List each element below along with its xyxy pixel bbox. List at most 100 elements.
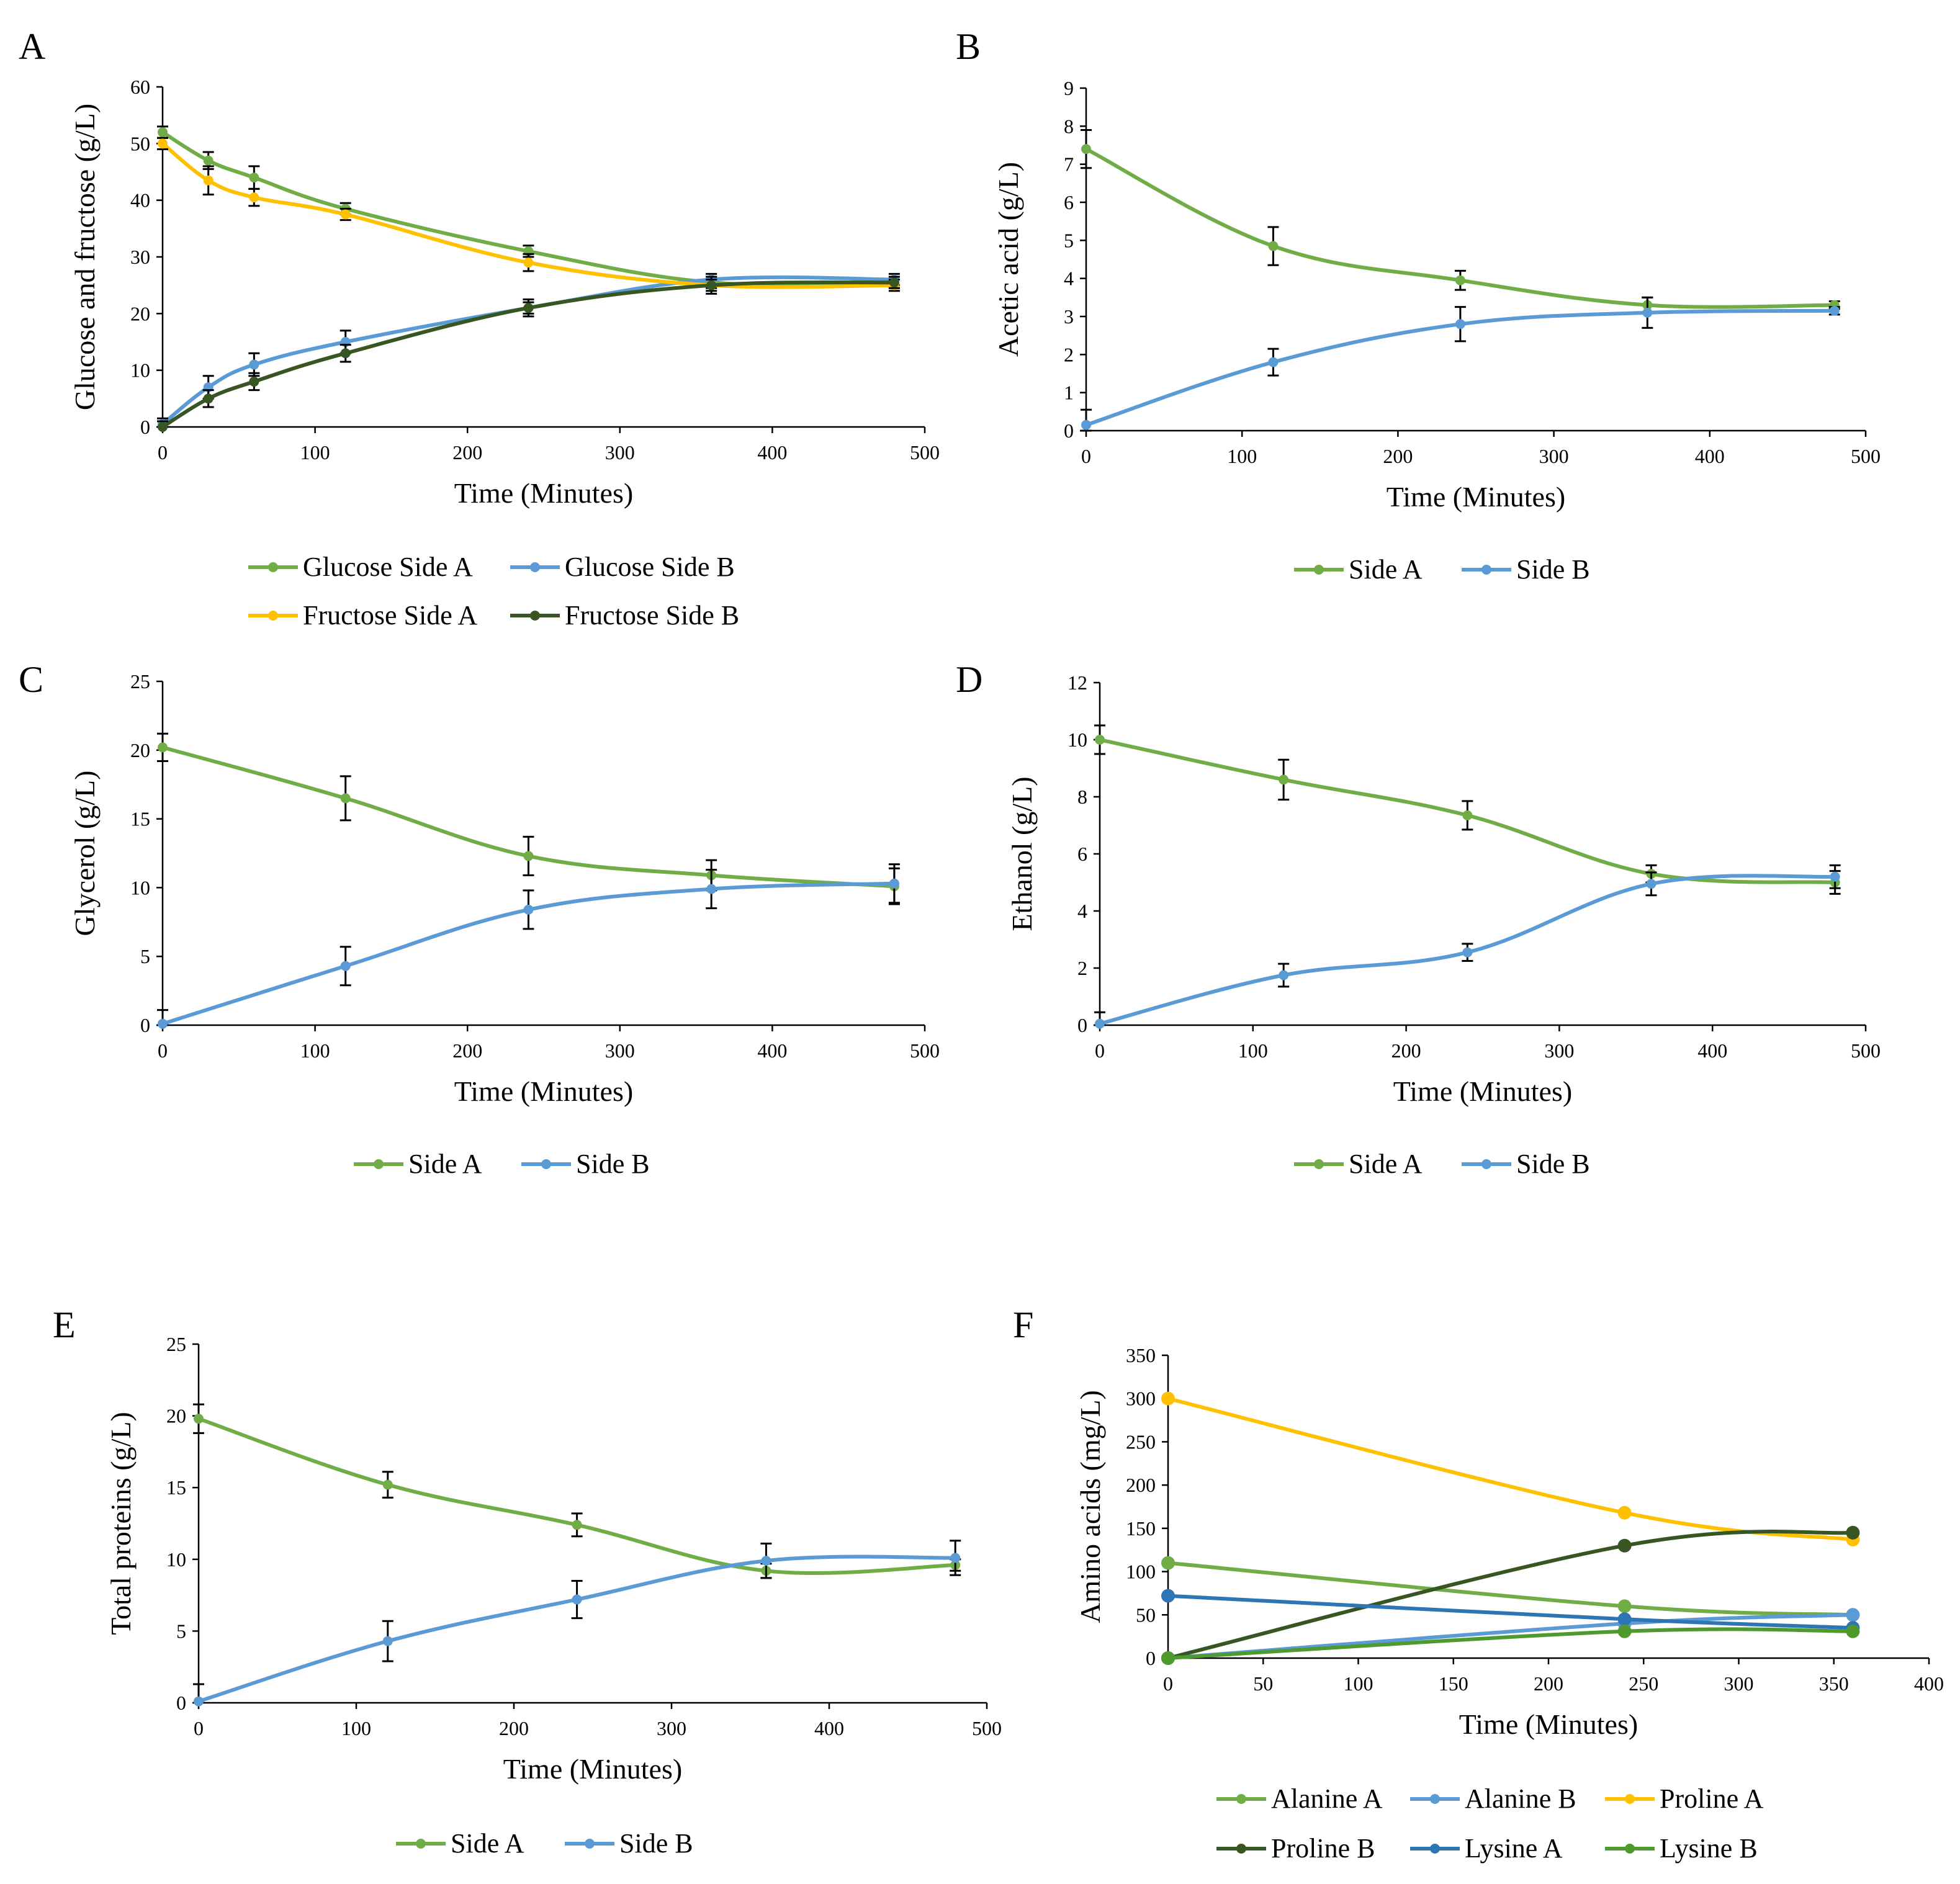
legend-label: Fructose Side B <box>565 600 739 630</box>
y-tick-label-f: 0 <box>1146 1647 1156 1669</box>
y-tick-label-a: 60 <box>130 76 150 98</box>
x-tick-label-c: 500 <box>910 1039 940 1062</box>
legend-label: Side B <box>576 1149 650 1179</box>
series-b-side-b <box>1081 296 1840 432</box>
data-point-f-lysine-b <box>1617 1624 1632 1638</box>
y-tick-label-c: 15 <box>130 808 150 830</box>
data-point-b-side-a <box>1081 144 1091 155</box>
legend-item-a-glucose-side-b: Glucose Side B <box>510 552 735 582</box>
legend-item-d-side-b: Side B <box>1462 1149 1590 1179</box>
data-point-a-fructose-side-b <box>249 376 259 387</box>
legend-item-d-side-a: Side A <box>1294 1149 1423 1179</box>
data-point-f-alanine-b <box>1846 1608 1860 1622</box>
data-point-b-side-b <box>1081 419 1091 430</box>
series-line-e-side-b <box>198 1554 956 1703</box>
legend-item-b-side-b: Side B <box>1462 554 1590 585</box>
chart-panel-a: A 0 10 20 30 40 50 60 0 100 200 300 400 500 Time (Minu… <box>19 26 940 630</box>
legend-item-f-proline-a: Proline A <box>1605 1783 1764 1814</box>
y-tick-label-f: 300 <box>1126 1388 1156 1410</box>
x-tick-label-f: 300 <box>1724 1672 1754 1695</box>
x-tick-label-a: 100 <box>300 441 330 464</box>
y-tick-label-c: 25 <box>130 670 150 693</box>
legend-swatch-marker <box>1481 1159 1491 1169</box>
y-tick-label-e: 20 <box>166 1405 186 1427</box>
legend-swatch-marker <box>1481 565 1491 575</box>
y-tick-label-d: 0 <box>1077 1014 1087 1036</box>
y-axis-title-d: Ethanol (g/L) <box>1006 776 1038 931</box>
y-tick-label-a: 40 <box>130 189 150 212</box>
y-tick-label-a: 0 <box>140 416 150 438</box>
legend-swatch-marker <box>1236 1794 1246 1804</box>
data-point-b-side-b <box>1268 357 1279 367</box>
data-point-d-side-a <box>1095 735 1105 745</box>
y-axis-title-f: Amino acids (mg/L) <box>1074 1390 1106 1623</box>
x-tick-label-b: 300 <box>1539 445 1569 467</box>
data-point-b-side-b <box>1829 305 1840 316</box>
y-tick-label-a: 20 <box>130 302 150 325</box>
data-point-a-glucose-side-a <box>203 155 214 166</box>
legend-c: Side A Side B <box>354 1149 650 1179</box>
data-point-d-side-a <box>1462 810 1473 820</box>
series-c-side-a <box>157 732 900 905</box>
data-point-f-alanine-a <box>1161 1556 1175 1570</box>
legend-swatch-marker <box>268 562 278 572</box>
legend-item-f-proline-b: Proline B <box>1216 1833 1375 1864</box>
legend-swatch-marker <box>268 611 278 621</box>
panel-label-d: D <box>956 659 982 700</box>
series-line-f-alanine-a <box>1167 1561 1853 1617</box>
y-tick-label-b: 0 <box>1064 419 1074 442</box>
legend-swatch-marker <box>1236 1844 1246 1854</box>
series-d-side-b <box>1094 864 1841 1029</box>
data-point-d-side-a <box>1279 774 1289 785</box>
legend-swatch-marker <box>1625 1844 1635 1854</box>
chart-panel-c: C 0 5 10 15 20 25 0 100 200 300 400 500 Time (Minutes… <box>19 659 940 1179</box>
y-tick-label-b: 5 <box>1064 229 1074 251</box>
data-point-c-side-b <box>706 884 717 894</box>
data-point-e-side-b <box>572 1594 582 1605</box>
x-tick-label-b: 200 <box>1383 445 1413 467</box>
series-d-side-a <box>1094 724 1841 895</box>
legend-swatch-marker <box>585 1839 595 1849</box>
x-tick-label-f: 0 <box>1163 1672 1173 1695</box>
data-point-c-side-b <box>340 961 351 971</box>
data-point-a-glucose-side-a <box>158 127 168 138</box>
series-line-f-lysine-a <box>1167 1594 1853 1630</box>
data-point-c-side-b <box>158 1018 168 1029</box>
legend-label: Side A <box>1349 554 1423 585</box>
y-tick-label-f: 200 <box>1126 1474 1156 1496</box>
legend-f: Alanine A Alanine B Proline A Proline B Lysi… <box>1216 1783 1764 1864</box>
legend-swatch-marker <box>1314 565 1324 575</box>
series-line-f-proline-a <box>1167 1396 1853 1541</box>
chart-panel-b: B 0 1 2 3 4 5 6 7 8 9 0 100 200 300 400 500 Time (Minutes… <box>956 26 1881 585</box>
legend-label: Lysine B <box>1660 1833 1758 1864</box>
x-tick-label-d: 300 <box>1544 1039 1574 1062</box>
x-tick-label-f: 250 <box>1629 1672 1658 1695</box>
data-point-a-fructose-side-b <box>889 277 899 288</box>
x-tick-label-b: 0 <box>1081 445 1091 467</box>
data-point-a-fructose-side-b <box>158 422 168 432</box>
legend-label: Side A <box>451 1828 524 1859</box>
series-a-fructose-side-a <box>157 137 900 292</box>
series-f-lysine-b <box>1161 1624 1860 1665</box>
legend-item-c-side-b: Side B <box>521 1149 650 1179</box>
x-tick-label-e: 500 <box>972 1717 1002 1739</box>
series-line-a-glucose-side-b <box>161 275 894 426</box>
x-tick-label-f: 350 <box>1819 1672 1849 1695</box>
x-tick-label-a: 300 <box>605 441 635 464</box>
series-e-side-b <box>193 1540 961 1707</box>
y-tick-label-e: 0 <box>176 1692 186 1714</box>
y-tick-label-e: 25 <box>166 1333 186 1355</box>
x-tick-label-e: 200 <box>499 1717 529 1739</box>
legend-swatch-marker <box>374 1159 384 1169</box>
panel-label-f: F <box>1013 1304 1033 1345</box>
series-e-side-a <box>193 1403 961 1579</box>
legend-item-a-glucose-side-a: Glucose Side A <box>248 552 473 582</box>
y-tick-label-f: 50 <box>1136 1604 1156 1626</box>
data-point-f-proline-a <box>1617 1505 1632 1520</box>
legend-a: Glucose Side A Glucose Side B Fructose Sid… <box>248 552 739 630</box>
y-tick-label-d: 6 <box>1077 843 1087 865</box>
data-point-e-side-b <box>194 1696 204 1707</box>
data-point-c-side-a <box>158 742 168 753</box>
series-line-f-proline-b <box>1167 1530 1853 1660</box>
panel-label-a: A <box>19 26 45 67</box>
